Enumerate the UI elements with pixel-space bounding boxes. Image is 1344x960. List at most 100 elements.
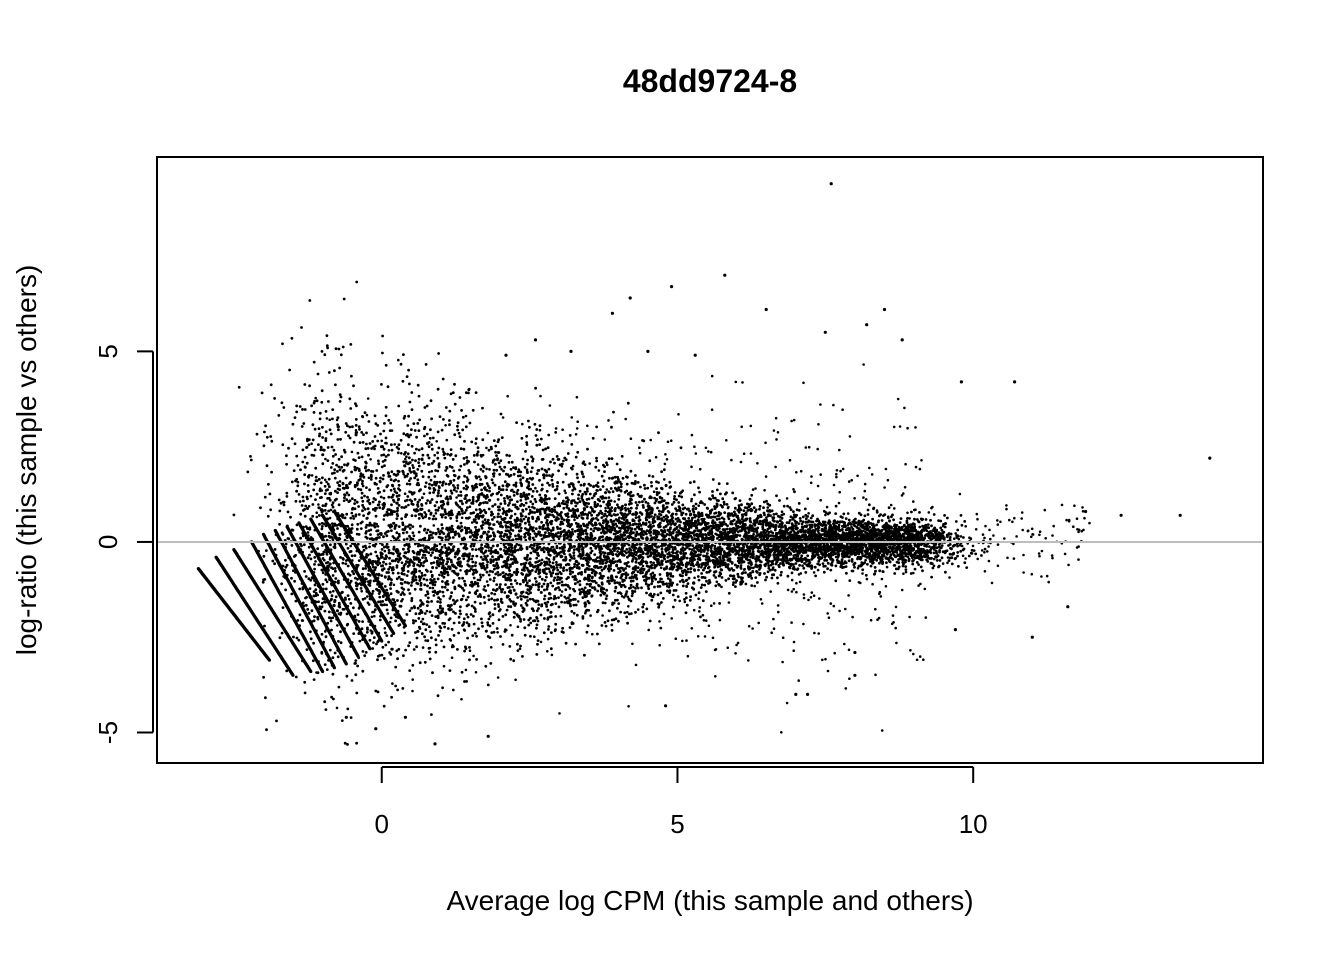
- data-point: [636, 566, 640, 570]
- data-point: [361, 581, 365, 585]
- data-point: [625, 548, 629, 551]
- data-point: [727, 517, 731, 521]
- data-point: [321, 582, 325, 586]
- data-point: [471, 489, 475, 492]
- data-point: [290, 437, 294, 441]
- data-point: [496, 498, 500, 501]
- data-point: [412, 534, 416, 538]
- data-point: [274, 557, 278, 561]
- data-point: [541, 448, 545, 452]
- data-point: [491, 555, 494, 559]
- data-point: [474, 610, 477, 613]
- data-point: [493, 483, 497, 487]
- data-point: [700, 583, 704, 587]
- data-point: [352, 517, 356, 520]
- data-point: [478, 482, 482, 486]
- data-point: [599, 593, 603, 597]
- data-point: [368, 442, 372, 445]
- data-point: [691, 544, 695, 548]
- data-point: [350, 497, 354, 500]
- data-point: [443, 625, 446, 629]
- data-point: [521, 457, 525, 461]
- data-point: [574, 455, 578, 459]
- data-point: [557, 605, 561, 609]
- data-point: [515, 421, 518, 424]
- data-point: [349, 516, 353, 520]
- data-point: [492, 468, 496, 472]
- data-point: [473, 600, 477, 604]
- data-point: [523, 465, 527, 469]
- data-point: [321, 436, 324, 439]
- data-point: [475, 521, 479, 525]
- data-point: [688, 598, 692, 602]
- data-point: [570, 443, 574, 446]
- data-point: [940, 528, 944, 532]
- data-point: [341, 561, 345, 565]
- data-point: [847, 518, 851, 522]
- data-point: [572, 554, 576, 557]
- data-point: [509, 467, 513, 471]
- data-point: [321, 642, 325, 646]
- data-point: [646, 502, 650, 505]
- data-point: [639, 485, 642, 489]
- data-point: [522, 580, 525, 584]
- data-point: [336, 517, 340, 521]
- data-point: [758, 519, 762, 523]
- data-point: [321, 571, 325, 575]
- data-point: [880, 519, 884, 522]
- data-point: [340, 719, 344, 722]
- data-point: [536, 438, 539, 441]
- data-point: [672, 500, 676, 504]
- data-point: [622, 595, 626, 599]
- data-point: [606, 576, 610, 580]
- data-point: [493, 598, 496, 602]
- data-point: [540, 577, 544, 581]
- data-point: [527, 618, 531, 622]
- data-point: [457, 631, 460, 635]
- data-point: [446, 538, 450, 541]
- data-point: [629, 586, 632, 590]
- data-point: [765, 575, 768, 579]
- data-point: [448, 617, 452, 620]
- data-point: [402, 547, 405, 551]
- data-point: [442, 418, 445, 421]
- data-point: [528, 597, 532, 601]
- data-point: [374, 514, 378, 518]
- data-point: [491, 570, 494, 574]
- data-point: [458, 468, 461, 472]
- data-point: [368, 647, 372, 651]
- data-point: [597, 642, 601, 646]
- data-point: [718, 517, 721, 521]
- data-point: [519, 604, 523, 607]
- data-point: [471, 560, 475, 564]
- data-point: [534, 570, 538, 573]
- data-point: [451, 458, 455, 461]
- data-point: [421, 475, 425, 478]
- data-point: [430, 483, 434, 487]
- data-point: [489, 534, 492, 538]
- data-point: [334, 595, 338, 599]
- data-point: [802, 566, 806, 570]
- data-point: [346, 546, 350, 550]
- data-point: [496, 551, 500, 555]
- data-point: [651, 475, 655, 478]
- data-point: [363, 411, 367, 414]
- data-point: [630, 571, 634, 575]
- data-point: [291, 422, 295, 426]
- data-point: [531, 483, 535, 486]
- data-point: [308, 299, 312, 302]
- data-point: [519, 478, 522, 482]
- data-point: [338, 400, 342, 403]
- data-point: [332, 697, 335, 701]
- data-point: [533, 497, 537, 501]
- data-point: [701, 599, 705, 603]
- data-point: [423, 406, 427, 409]
- data-point: [326, 459, 330, 462]
- data-point: [514, 534, 517, 538]
- data-point: [425, 550, 428, 554]
- data-point: [341, 345, 345, 349]
- data-point: [408, 527, 412, 530]
- data-point: [407, 443, 410, 447]
- data-point: [779, 573, 783, 577]
- data-point: [413, 498, 417, 501]
